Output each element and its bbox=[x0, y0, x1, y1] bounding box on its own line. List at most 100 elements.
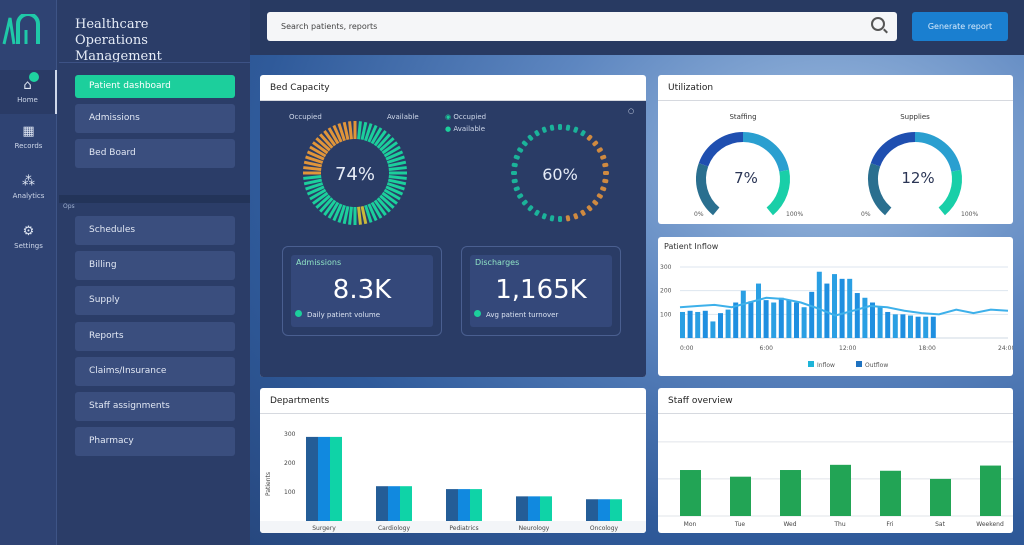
donut-dot bbox=[558, 124, 562, 130]
bar bbox=[778, 297, 784, 338]
legend-available: ● Available bbox=[445, 125, 486, 133]
donut-segment bbox=[387, 178, 407, 186]
x-tick-label: Weekend bbox=[976, 521, 1004, 528]
gauge-max: 100% bbox=[786, 211, 803, 218]
donut-segment bbox=[381, 141, 398, 155]
donut-segment bbox=[305, 155, 324, 164]
gauge-value: 7% bbox=[734, 169, 758, 187]
generate-report-button[interactable]: Generate report bbox=[912, 12, 1008, 41]
rail-item-analytics[interactable]: ⁂ Analytics bbox=[0, 174, 57, 218]
nav-item-patient-dashboard[interactable]: Patient dashboard bbox=[75, 75, 235, 98]
donut-dot bbox=[549, 124, 555, 131]
nav-item-pharmacy[interactable]: Pharmacy bbox=[75, 427, 235, 456]
donut-segment bbox=[315, 137, 331, 152]
legend-label: Inflow bbox=[817, 362, 835, 369]
bar bbox=[862, 297, 868, 338]
x-tick-label: Neurology bbox=[519, 525, 550, 532]
donut-dot bbox=[600, 186, 607, 192]
sidebar: Healthcare Operations Management Patient… bbox=[57, 0, 250, 545]
bar bbox=[780, 470, 801, 516]
donut-segment bbox=[367, 124, 378, 143]
bar bbox=[839, 278, 845, 338]
bar bbox=[610, 499, 622, 521]
bar bbox=[892, 314, 898, 338]
x-tick-label: Sat bbox=[935, 521, 945, 528]
bar bbox=[680, 311, 685, 338]
donut-dot bbox=[592, 199, 599, 206]
gauge-label: Staffing bbox=[729, 113, 756, 121]
donut-dot bbox=[511, 162, 518, 168]
nav-item-claims[interactable]: Claims/Insurance bbox=[75, 357, 235, 386]
inflow-card: Patient Inflow 100 200 300 0:00 6:00 12:00 18:… bbox=[658, 237, 1013, 376]
bar bbox=[400, 486, 412, 521]
gauge-segment bbox=[698, 132, 744, 167]
analytics-icon: ⁂ bbox=[22, 174, 35, 189]
bar bbox=[695, 311, 701, 338]
gauge-segment bbox=[870, 132, 916, 167]
donut-segment bbox=[357, 206, 362, 225]
nav-item-staff-assignments[interactable]: Staff assignments bbox=[75, 392, 235, 421]
y-tick-label: 300 bbox=[660, 264, 672, 271]
donut-segment bbox=[388, 166, 407, 171]
donut-dot bbox=[527, 205, 534, 212]
x-tick-label: Tue bbox=[734, 521, 746, 528]
donut-segment bbox=[381, 191, 398, 205]
donut-segment bbox=[327, 127, 340, 145]
donut-dot bbox=[549, 215, 555, 222]
donut-dot bbox=[586, 134, 593, 141]
bar bbox=[915, 316, 921, 338]
donut-dot bbox=[573, 126, 579, 133]
donut-segment bbox=[376, 133, 391, 149]
donut-chart-occupancy: 74% bbox=[303, 121, 407, 225]
legend-label: Outflow bbox=[865, 362, 888, 369]
donut-segment bbox=[303, 178, 323, 186]
nav-item-reports[interactable]: Reports bbox=[75, 322, 235, 351]
nav-item-bed-board[interactable]: Bed Board bbox=[75, 139, 235, 168]
gauge-label: Supplies bbox=[900, 113, 930, 121]
stat-value: 1,165K bbox=[495, 275, 587, 305]
nav-item-admissions[interactable]: Admissions bbox=[75, 104, 235, 133]
nav-item-schedules[interactable]: Schedules bbox=[75, 216, 235, 245]
donut-dot bbox=[558, 216, 562, 222]
options-icon[interactable]: ○ bbox=[628, 107, 635, 115]
bar bbox=[586, 499, 598, 521]
donut-segment bbox=[385, 150, 404, 161]
bar bbox=[870, 302, 875, 338]
bar bbox=[763, 300, 769, 338]
bar bbox=[801, 307, 807, 338]
donut-segment bbox=[379, 137, 395, 152]
bar bbox=[923, 316, 929, 338]
donut-dot bbox=[602, 178, 609, 184]
search-input[interactable]: Search patients, reports bbox=[267, 12, 897, 41]
gauge-segment bbox=[742, 132, 790, 172]
home-icon: ⌂ bbox=[23, 78, 32, 93]
bar bbox=[710, 321, 716, 338]
bar bbox=[330, 436, 342, 521]
nav-item-supply[interactable]: Supply bbox=[75, 286, 235, 315]
bar bbox=[687, 310, 693, 338]
notification-badge bbox=[29, 72, 39, 82]
donut-dot bbox=[592, 140, 599, 147]
donut-segment bbox=[332, 124, 343, 143]
app-title: Healthcare Operations Management bbox=[75, 17, 162, 64]
bar bbox=[908, 315, 913, 338]
donut-segment bbox=[360, 205, 368, 225]
bar bbox=[528, 496, 540, 521]
y-tick-label: 100 bbox=[284, 489, 296, 496]
rail-item-home[interactable]: ⌂ Home bbox=[0, 70, 57, 114]
rail-item-settings[interactable]: ⚙ Settings bbox=[0, 224, 57, 268]
gauge-segment bbox=[914, 132, 962, 172]
utilization-title: Utilization bbox=[658, 75, 1013, 101]
bar bbox=[900, 314, 906, 338]
gauge-min: 0% bbox=[694, 211, 704, 218]
bar bbox=[930, 478, 951, 516]
search-icon[interactable] bbox=[871, 17, 885, 31]
x-tick-label: 12:00 bbox=[839, 345, 856, 352]
bar bbox=[718, 313, 723, 338]
bar bbox=[516, 496, 528, 521]
gauge-segment bbox=[696, 163, 720, 216]
nav-item-billing[interactable]: Billing bbox=[75, 251, 235, 280]
donut-dot bbox=[586, 205, 593, 212]
donut-dot bbox=[541, 213, 547, 220]
rail-item-records[interactable]: ▦ Records bbox=[0, 124, 57, 168]
